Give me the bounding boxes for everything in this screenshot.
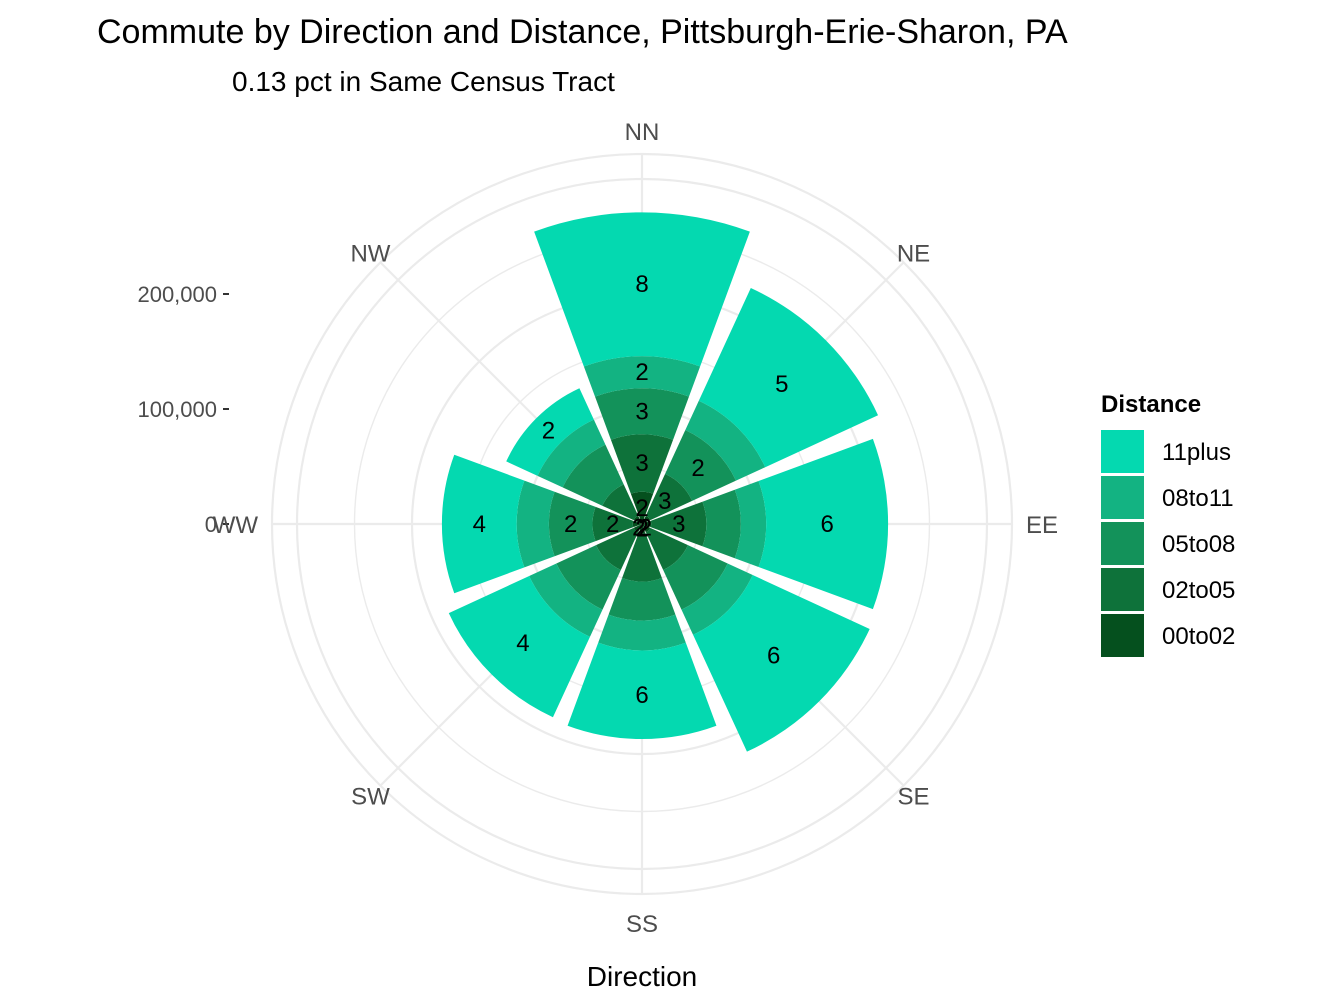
bar-NE-11plus bbox=[698, 287, 879, 468]
legend-swatch-02to05 bbox=[1101, 568, 1144, 611]
bars bbox=[441, 212, 889, 752]
bar-NW-02to05 bbox=[602, 484, 639, 521]
direction-label-SS: SS bbox=[626, 911, 658, 938]
bar-NN-05to08 bbox=[595, 388, 689, 440]
bar-EE-02to05 bbox=[650, 501, 707, 547]
bar-label-SS-00to02: 2 bbox=[635, 516, 648, 543]
bar-WW-11plus bbox=[441, 454, 525, 594]
bar-NW-05to08 bbox=[562, 444, 624, 506]
legend-swatch-11plus bbox=[1101, 430, 1144, 473]
bar-label-NE-02to05: 3 bbox=[658, 488, 671, 515]
bar-SS-00to02 bbox=[638, 524, 646, 534]
legend-label-11plus: 11plus bbox=[1162, 439, 1231, 466]
bar-NW-00to02 bbox=[633, 515, 642, 524]
bar-SE-00to02 bbox=[642, 524, 651, 533]
bar-NE-02to05 bbox=[645, 473, 693, 521]
bar-SW-00to02 bbox=[633, 524, 642, 533]
legend-label-08to11: 08to11 bbox=[1162, 485, 1234, 512]
legend-swatch-05to08 bbox=[1101, 522, 1144, 565]
bar-SE-08to11 bbox=[681, 563, 753, 635]
direction-label-NE: NE bbox=[897, 240, 930, 267]
bar-NN-11plus bbox=[534, 212, 750, 367]
bar-label-NN-02to05: 3 bbox=[635, 450, 648, 477]
bar-NW-11plus bbox=[506, 388, 594, 476]
direction-label-SE: SE bbox=[898, 784, 930, 811]
bar-label-WW-02to05: 2 bbox=[606, 511, 619, 538]
bar-WW-00to02 bbox=[632, 520, 642, 528]
bar-label-WW-05to08: 2 bbox=[564, 511, 577, 538]
bar-SE-05to08 bbox=[663, 545, 728, 610]
bar-EE-08to11 bbox=[734, 481, 767, 567]
bar-SE-02to05 bbox=[645, 527, 688, 570]
bar-label-NN-00to02: 2 bbox=[635, 495, 648, 522]
bar-label-SS-11plus: 6 bbox=[635, 682, 648, 709]
bar-EE-05to08 bbox=[702, 489, 741, 559]
bar-SS-08to11 bbox=[598, 614, 686, 651]
y-tick-label: 200,000 bbox=[137, 282, 217, 307]
bar-SW-11plus bbox=[448, 575, 591, 718]
bar-label-NN-05to08: 3 bbox=[635, 398, 648, 425]
chart-title: Commute by Direction and Distance, Pitts… bbox=[97, 13, 1068, 51]
bar-NN-08to11 bbox=[583, 356, 701, 397]
direction-label-SW: SW bbox=[351, 784, 390, 811]
bar-label-WW-11plus: 4 bbox=[473, 511, 486, 538]
bar-SS-11plus bbox=[567, 642, 717, 740]
legend-label-05to08: 05to08 bbox=[1162, 531, 1235, 558]
legend: Distance 11plus 08to11 05to08 02to05 00to02 bbox=[1101, 391, 1235, 657]
bar-label-SE-00to02: 2 bbox=[639, 514, 652, 541]
bar-label-SW-11plus: 4 bbox=[516, 630, 529, 657]
bar-EE-11plus bbox=[758, 438, 889, 610]
bar-label-NN-08to11: 2 bbox=[635, 359, 648, 386]
bar-SW-02to05 bbox=[596, 527, 639, 570]
bar-NW-08to11 bbox=[537, 419, 606, 488]
x-axis-title: Direction bbox=[587, 961, 697, 992]
bar-label-NN-11plus: 8 bbox=[635, 271, 648, 298]
direction-label-WW: WW bbox=[213, 512, 259, 539]
legend-swatch-00to02 bbox=[1101, 614, 1144, 657]
bar-NE-05to08 bbox=[665, 430, 736, 501]
bar-label-SW-00to02: 2 bbox=[632, 514, 645, 541]
bar-NN-00to02 bbox=[630, 491, 654, 524]
bar-label-EE-11plus: 6 bbox=[820, 511, 833, 538]
bar-SW-05to08 bbox=[556, 545, 621, 610]
bar-SS-05to08 bbox=[608, 577, 676, 621]
bar-label-EE-02to05: 3 bbox=[672, 511, 685, 538]
chart-subtitle: 0.13 pct in Same Census Tract bbox=[232, 66, 615, 97]
bar-NE-08to11 bbox=[685, 400, 766, 481]
bar-label-SE-11plus: 6 bbox=[767, 643, 780, 670]
legend-label-02to05: 02to05 bbox=[1162, 577, 1235, 604]
bar-label-NE-11plus: 5 bbox=[775, 371, 788, 398]
direction-label-NN: NN bbox=[625, 119, 660, 146]
y-tick-label: 0 bbox=[205, 512, 217, 537]
y-tick-label: 100,000 bbox=[137, 397, 217, 422]
direction-label-EE: EE bbox=[1026, 512, 1058, 539]
legend-items: 11plus 08to11 05to08 02to05 00to02 bbox=[1101, 430, 1235, 657]
bar-WW-02to05 bbox=[592, 506, 634, 542]
bar-WW-05to08 bbox=[548, 491, 596, 557]
bar-label-NE-05to08: 2 bbox=[691, 455, 704, 482]
bar-NE-00to02 bbox=[642, 515, 651, 524]
direction-label-NW: NW bbox=[350, 240, 390, 267]
bar-NN-02to05 bbox=[610, 434, 674, 494]
bar-label-NW-11plus: 2 bbox=[542, 417, 555, 444]
bar-EE-00to02 bbox=[642, 520, 652, 528]
legend-label-00to02: 00to02 bbox=[1162, 623, 1235, 650]
radial-axis: 0 100,000 200,000 bbox=[137, 282, 229, 537]
legend-title: Distance bbox=[1101, 391, 1201, 418]
bar-SE-11plus bbox=[693, 575, 870, 752]
direction-labels: NN NE EE SE SS SW WW NW bbox=[213, 119, 1058, 938]
bar-WW-08to11 bbox=[516, 480, 555, 568]
bar-SS-02to05 bbox=[622, 532, 662, 582]
legend-swatch-08to11 bbox=[1101, 476, 1144, 519]
bar-SW-08to11 bbox=[529, 563, 603, 637]
